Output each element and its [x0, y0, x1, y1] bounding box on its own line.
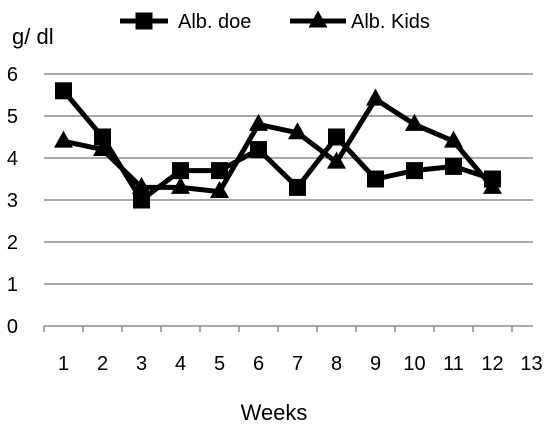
series-2: [54, 89, 502, 198]
legend-entry-1: Alb. doe: [120, 11, 251, 33]
legend-label-2: Alb. Kids: [351, 11, 430, 33]
data-point-s1-10: [406, 162, 423, 179]
data-point-s2-9: [366, 89, 385, 106]
x-tick-label-1: 1: [58, 353, 69, 375]
y-tick-label-4: 4: [7, 148, 18, 170]
y-tick-label-1: 1: [7, 274, 18, 296]
x-axis-label: Weeks: [241, 400, 308, 425]
legend: Alb. doe Alb. Kids: [120, 10, 430, 33]
x-tick-label-9: 9: [370, 353, 381, 375]
legend-marker-1: [136, 13, 153, 30]
y-tick-label-3: 3: [7, 190, 18, 212]
y-tick-label-5: 5: [7, 106, 18, 128]
y-tick-label-6: 6: [7, 64, 18, 86]
data-point-s1-11: [445, 158, 462, 175]
x-tick-label-4: 4: [175, 353, 186, 375]
series-1: [55, 82, 501, 208]
data-point-s1-7: [289, 179, 306, 196]
y-tick-label-0: 0: [7, 316, 18, 338]
data-point-s2-1: [54, 131, 73, 148]
x-tick-label-10: 10: [403, 353, 425, 375]
x-tick-label-6: 6: [253, 353, 264, 375]
data-point-s1-1: [55, 82, 72, 99]
y-tick-label-2: 2: [7, 232, 18, 254]
data-point-s1-8: [328, 129, 345, 146]
x-tick-label-11: 11: [443, 353, 464, 375]
x-tick-label-7: 7: [292, 353, 303, 375]
legend-entry-2: Alb. Kids: [290, 10, 430, 33]
series-line-1: [64, 91, 493, 200]
x-tick-label-3: 3: [136, 353, 147, 375]
y-axis-ticks: 0 1 2 3 4 5 6: [7, 64, 18, 338]
x-tick-label-8: 8: [331, 353, 342, 375]
series-group: [54, 82, 502, 208]
legend-label-1: Alb. doe: [178, 11, 251, 33]
x-tick-label-5: 5: [214, 353, 225, 375]
data-point-s1-9: [367, 171, 384, 188]
y-axis-label: g/ dl: [12, 24, 54, 49]
data-point-s1-3: [133, 192, 150, 209]
x-tick-label-13: 13: [520, 353, 542, 375]
x-tick-label-12: 12: [481, 353, 503, 375]
data-point-s1-4: [172, 162, 189, 179]
x-tick-label-2: 2: [97, 353, 108, 375]
x-axis-ticks: 1 2 3 4 5 6 7 8 9 10 11 12 13: [44, 326, 548, 375]
data-point-s1-6: [250, 141, 267, 158]
